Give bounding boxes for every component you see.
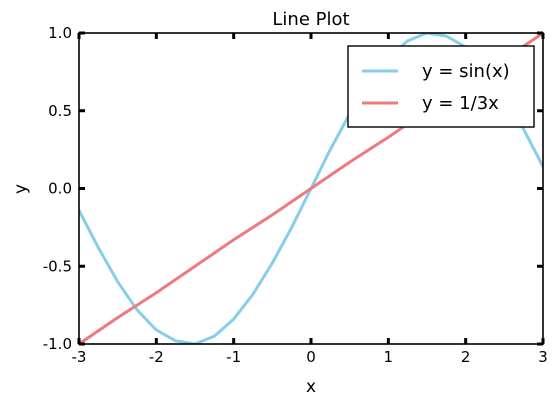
y-tick-label: 0.5 — [48, 102, 72, 120]
x-tick-label: 2 — [461, 348, 471, 366]
x-tick-label: -1 — [226, 348, 241, 366]
y-tick-label: 0.0 — [48, 180, 72, 198]
x-tick-label: 0 — [306, 348, 316, 366]
x-tick-label: 1 — [384, 348, 394, 366]
tick-layer: -3 -2 -1 0 1 2 3 -1.0 -0.5 0.0 0.5 1.0 — [43, 24, 548, 366]
legend: y = sin(x) y = 1/3x — [347, 45, 535, 128]
legend-label-0: y = sin(x) — [422, 61, 510, 82]
x-tick-label: -2 — [149, 348, 164, 366]
y-axis-label: y — [11, 184, 31, 194]
x-tick-label: 3 — [538, 348, 548, 366]
x-tick-label: -3 — [72, 348, 87, 366]
legend-box — [347, 45, 535, 128]
chart-title: Line Plot — [272, 9, 349, 30]
x-axis-label: x — [306, 377, 316, 397]
y-tick-label: -1.0 — [43, 335, 72, 353]
y-tick-label: -0.5 — [43, 257, 72, 275]
y-tick-label: 1.0 — [48, 24, 72, 42]
legend-label-1: y = 1/3x — [422, 93, 499, 114]
